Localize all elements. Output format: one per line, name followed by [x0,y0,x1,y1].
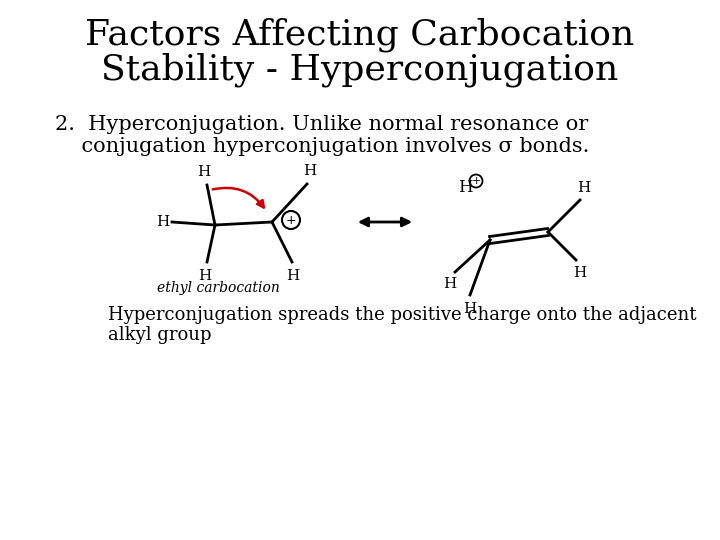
Text: alkyl group: alkyl group [108,326,212,344]
Text: H: H [464,302,477,316]
Text: H: H [197,165,211,179]
Text: H: H [458,179,472,197]
Text: Factors Affecting Carbocation: Factors Affecting Carbocation [86,18,634,52]
Text: H: H [444,277,456,291]
Text: conjugation hyperconjugation involves σ bonds.: conjugation hyperconjugation involves σ … [55,138,590,157]
Text: H: H [573,266,587,280]
Text: H: H [577,181,590,195]
Text: H: H [287,269,300,283]
Text: ethyl carbocation: ethyl carbocation [157,281,279,295]
Text: Stability - Hyperconjugation: Stability - Hyperconjugation [102,53,618,87]
Text: H: H [303,164,317,178]
Text: H: H [156,215,170,229]
Text: Hyperconjugation spreads the positive charge onto the adjacent: Hyperconjugation spreads the positive ch… [108,306,696,324]
Text: +: + [472,176,481,186]
Text: H: H [199,269,212,283]
Text: 2.  Hyperconjugation. Unlike normal resonance or: 2. Hyperconjugation. Unlike normal reson… [55,116,588,134]
Text: +: + [286,213,297,226]
